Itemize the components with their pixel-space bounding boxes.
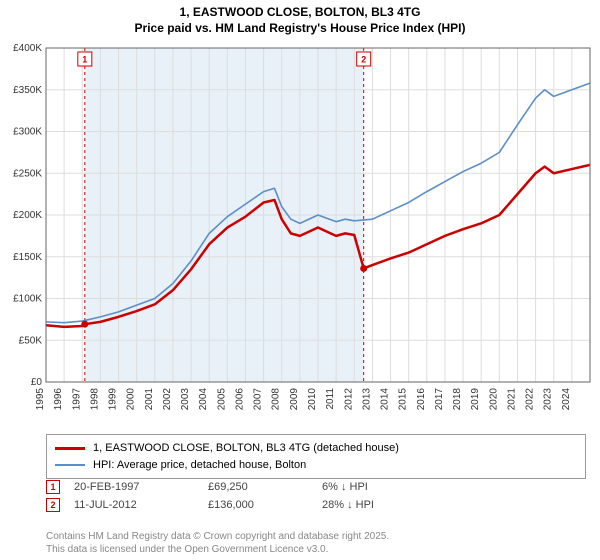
title-line-2: Price paid vs. HM Land Registry's House … bbox=[0, 20, 600, 36]
svg-text:2004: 2004 bbox=[198, 388, 209, 411]
svg-text:2021: 2021 bbox=[506, 388, 517, 411]
svg-text:2018: 2018 bbox=[452, 388, 463, 411]
transaction-marker: 2 bbox=[46, 498, 60, 512]
svg-text:1999: 1999 bbox=[108, 388, 119, 411]
transactions-table: 1 20-FEB-1997 £69,250 6% ↓ HPI 2 11-JUL-2012 £… bbox=[46, 480, 586, 516]
transaction-price: £69,250 bbox=[208, 481, 308, 493]
chart-svg: £0 £50K £100K £150K £200K £250K £300K £350K £400… bbox=[0, 42, 600, 430]
legend-swatch bbox=[55, 447, 85, 450]
chart-title: 1, EASTWOOD CLOSE, BOLTON, BL3 4TG Price… bbox=[0, 0, 600, 36]
svg-text:1997: 1997 bbox=[71, 388, 82, 411]
svg-text:£300K: £300K bbox=[13, 127, 42, 138]
legend-label: HPI: Average price, detached house, Bolt… bbox=[93, 457, 306, 474]
svg-text:2019: 2019 bbox=[470, 388, 481, 411]
svg-text:1: 1 bbox=[82, 55, 87, 65]
legend: 1, EASTWOOD CLOSE, BOLTON, BL3 4TG (deta… bbox=[46, 434, 586, 479]
svg-text:2003: 2003 bbox=[180, 388, 191, 411]
transaction-delta: 6% ↓ HPI bbox=[322, 481, 368, 493]
transaction-date: 11-JUL-2012 bbox=[74, 499, 194, 511]
legend-swatch bbox=[55, 464, 85, 466]
svg-text:£250K: £250K bbox=[13, 168, 42, 179]
legend-label: 1, EASTWOOD CLOSE, BOLTON, BL3 4TG (deta… bbox=[93, 440, 399, 457]
svg-text:2012: 2012 bbox=[343, 388, 354, 411]
transaction-date: 20-FEB-1997 bbox=[74, 481, 194, 493]
svg-text:£400K: £400K bbox=[13, 43, 42, 54]
svg-text:£200K: £200K bbox=[13, 210, 42, 221]
svg-text:2006: 2006 bbox=[234, 388, 245, 411]
svg-text:2014: 2014 bbox=[380, 388, 391, 411]
transaction-marker: 1 bbox=[46, 480, 60, 494]
svg-text:1995: 1995 bbox=[35, 388, 46, 411]
transaction-row: 1 20-FEB-1997 £69,250 6% ↓ HPI bbox=[46, 480, 586, 494]
svg-text:2009: 2009 bbox=[289, 388, 300, 411]
svg-text:£50K: £50K bbox=[19, 335, 43, 346]
title-line-1: 1, EASTWOOD CLOSE, BOLTON, BL3 4TG bbox=[0, 4, 600, 20]
svg-text:2007: 2007 bbox=[253, 388, 264, 411]
svg-text:2015: 2015 bbox=[398, 388, 409, 411]
legend-row: 1, EASTWOOD CLOSE, BOLTON, BL3 4TG (deta… bbox=[55, 440, 577, 457]
svg-text:£0: £0 bbox=[31, 377, 43, 388]
svg-text:2024: 2024 bbox=[561, 388, 572, 411]
svg-text:£100K: £100K bbox=[13, 294, 42, 305]
chart-plot: £0 £50K £100K £150K £200K £250K £300K £350K £400… bbox=[0, 42, 600, 430]
svg-text:2013: 2013 bbox=[361, 388, 372, 411]
svg-text:2022: 2022 bbox=[525, 388, 536, 411]
attribution-line-2: This data is licensed under the Open Gov… bbox=[46, 543, 586, 556]
svg-text:2008: 2008 bbox=[271, 388, 282, 411]
legend-row: HPI: Average price, detached house, Bolt… bbox=[55, 457, 577, 474]
transaction-delta: 28% ↓ HPI bbox=[322, 499, 374, 511]
svg-text:2011: 2011 bbox=[325, 388, 336, 410]
attribution-line-1: Contains HM Land Registry data © Crown c… bbox=[46, 530, 586, 543]
svg-text:2002: 2002 bbox=[162, 388, 173, 411]
svg-text:2005: 2005 bbox=[216, 388, 227, 411]
chart-container: 1, EASTWOOD CLOSE, BOLTON, BL3 4TG Price… bbox=[0, 0, 600, 560]
svg-text:1996: 1996 bbox=[53, 388, 64, 411]
svg-text:2017: 2017 bbox=[434, 388, 445, 411]
svg-text:£150K: £150K bbox=[13, 252, 42, 263]
svg-text:2020: 2020 bbox=[488, 388, 499, 411]
transaction-row: 2 11-JUL-2012 £136,000 28% ↓ HPI bbox=[46, 498, 586, 512]
svg-text:2000: 2000 bbox=[126, 388, 137, 411]
svg-text:2010: 2010 bbox=[307, 388, 318, 411]
transaction-price: £136,000 bbox=[208, 499, 308, 511]
svg-text:2: 2 bbox=[361, 55, 366, 65]
svg-text:1998: 1998 bbox=[89, 388, 100, 411]
svg-text:2001: 2001 bbox=[144, 388, 155, 411]
svg-text:£350K: £350K bbox=[13, 85, 42, 96]
svg-text:2023: 2023 bbox=[543, 388, 554, 411]
svg-text:2016: 2016 bbox=[416, 388, 427, 411]
attribution: Contains HM Land Registry data © Crown c… bbox=[46, 530, 586, 556]
